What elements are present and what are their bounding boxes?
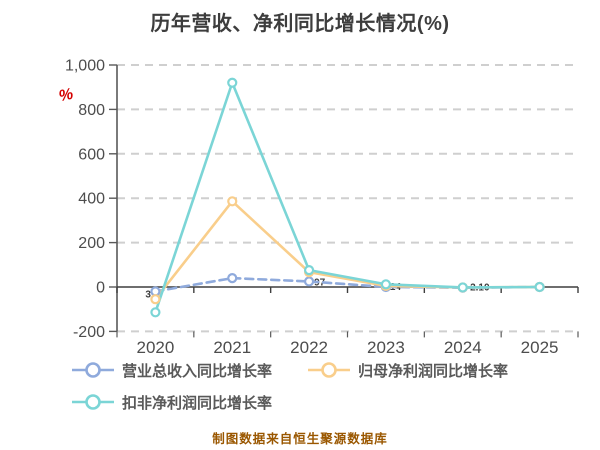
svg-text:2022: 2022 <box>290 338 328 357</box>
legend-item-total-revenue-growth: 营业总收入同比增长率 <box>70 358 272 382</box>
svg-text:-200: -200 <box>73 324 105 341</box>
legend-item-non-recurring-profit-growth: 扣非净利润同比增长率 <box>70 390 272 414</box>
legend-label-total-revenue: 营业总收入同比增长率 <box>122 362 273 380</box>
legend-marker-total-revenue-icon <box>72 362 114 378</box>
svg-text:1,000: 1,000 <box>65 58 105 75</box>
svg-text:0: 0 <box>96 280 105 297</box>
svg-text:400: 400 <box>78 191 105 208</box>
svg-text:600: 600 <box>78 146 105 163</box>
svg-text:2021: 2021 <box>213 338 251 357</box>
svg-text:2025: 2025 <box>521 338 559 357</box>
svg-text:2020: 2020 <box>137 338 175 357</box>
svg-text:2024: 2024 <box>444 338 482 357</box>
svg-text:800: 800 <box>78 102 105 119</box>
legend-label-net-profit: 归母净利润同比增长率 <box>358 362 509 380</box>
legend-item-net-profit-growth: 归母净利润同比增长率 <box>306 358 508 382</box>
legend-label-non-recurring: 扣非净利润同比增长率 <box>122 394 273 412</box>
svg-text:3: 3 <box>145 289 151 300</box>
svg-text:97: 97 <box>314 277 326 288</box>
svg-text:200: 200 <box>78 235 105 252</box>
svg-text:2023: 2023 <box>367 338 405 357</box>
chart-title: 历年营收、净利同比增长情况(%) <box>150 13 450 35</box>
legend-marker-non-recurring-icon <box>72 394 114 410</box>
data-source-note: 制图数据来自恒生聚源数据库 <box>212 432 388 446</box>
legend-marker-net-profit-icon <box>308 362 350 378</box>
